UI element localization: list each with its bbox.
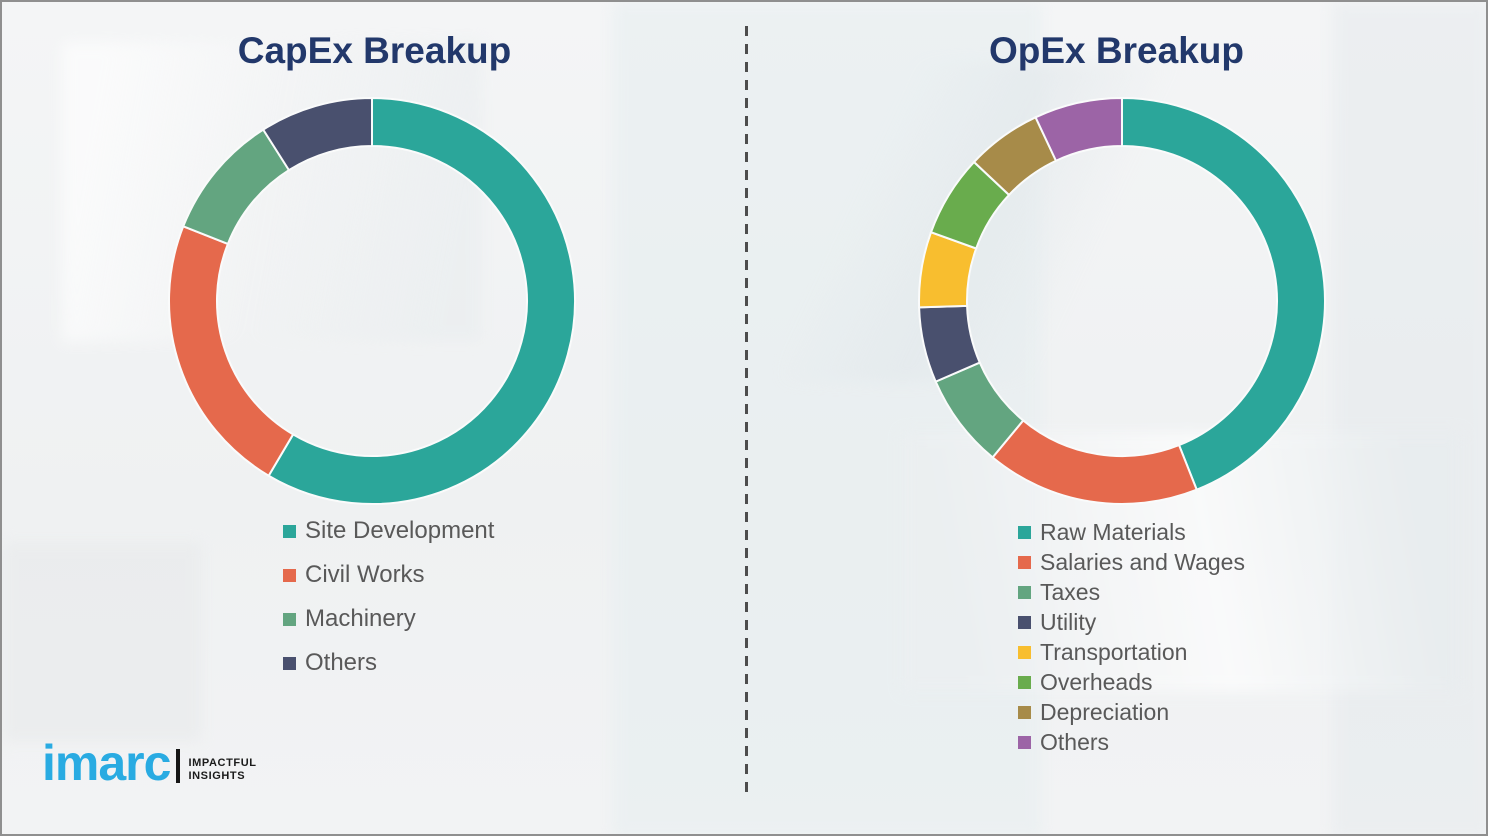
opex-title: OpEx Breakup	[989, 30, 1244, 71]
logo-tagline: IMPACTFUL INSIGHTS	[188, 757, 256, 791]
background-shape	[2, 542, 202, 742]
legend-swatch	[1018, 585, 1031, 599]
legend-label: Transportation	[1040, 638, 1188, 665]
donut-segment-site-development	[267, 96, 576, 505]
legend-item: Civil Works	[283, 553, 494, 597]
legend-item: Transportation	[1018, 637, 1245, 667]
legend-swatch	[1018, 525, 1031, 539]
opex-legend: Raw Materials Salaries and Wages Taxes Util…	[1018, 517, 1245, 757]
legend-label: Raw Materials	[1040, 518, 1186, 545]
legend-label: Utility	[1040, 608, 1097, 635]
legend-swatch	[283, 656, 296, 670]
legend-item: Salaries and Wages	[1018, 547, 1245, 577]
legend-label: Machinery	[305, 605, 416, 632]
legend-label: Site Development	[305, 517, 495, 544]
legend-label: Salaries and Wages	[1040, 548, 1245, 575]
legend-swatch	[1018, 735, 1031, 749]
legend-label: Civil Works	[305, 561, 425, 588]
donut-segment-salaries-and-wages	[991, 419, 1199, 505]
legend-item: Others	[283, 641, 494, 685]
logo-tagline-line1: IMPACTFUL	[188, 757, 257, 769]
background-shape	[1332, 2, 1486, 834]
legend-item: Site Development	[283, 509, 494, 553]
donut-segment-civil-works	[168, 224, 295, 478]
legend-item: Utility	[1018, 607, 1245, 637]
logo-tagline-line2: INSIGHTS	[188, 770, 246, 782]
capex-title: CapEx Breakup	[237, 30, 512, 71]
legend-swatch	[283, 568, 296, 582]
logo-divider-bar	[176, 749, 181, 783]
legend-label: Depreciation	[1040, 698, 1170, 725]
legend-label: Others	[1040, 728, 1110, 755]
legend-label: Others	[305, 649, 378, 676]
donut-segment-raw-materials	[1121, 96, 1326, 492]
capex-legend: Site Development Civil Works Machinery Othe…	[283, 509, 494, 685]
legend-item: Overheads	[1018, 667, 1245, 697]
imarc-brand-text: imarc	[42, 735, 171, 791]
legend-item: Taxes	[1018, 577, 1245, 607]
legend-item: Machinery	[283, 597, 494, 641]
imarc-logo: imarc IMPACTFUL INSIGHTS	[42, 735, 257, 791]
legend-label: Taxes	[1040, 578, 1101, 605]
legend-swatch	[283, 612, 296, 626]
divider-dashed-line	[745, 26, 748, 792]
legend-swatch	[1018, 555, 1031, 569]
donut-segment-others	[261, 96, 373, 172]
legend-swatch	[1018, 645, 1031, 659]
legend-label: Overheads	[1040, 668, 1153, 695]
legend-item: Depreciation	[1018, 697, 1245, 727]
capex-donut-chart	[168, 96, 576, 505]
legend-swatch	[1018, 675, 1031, 689]
legend-swatch	[1018, 705, 1031, 719]
legend-swatch	[283, 524, 296, 538]
legend-item: Raw Materials	[1018, 517, 1245, 547]
donut-segment-others	[1034, 96, 1123, 163]
legend-swatch	[1018, 615, 1031, 629]
legend-item: Others	[1018, 727, 1245, 757]
opex-donut-chart	[918, 96, 1326, 505]
